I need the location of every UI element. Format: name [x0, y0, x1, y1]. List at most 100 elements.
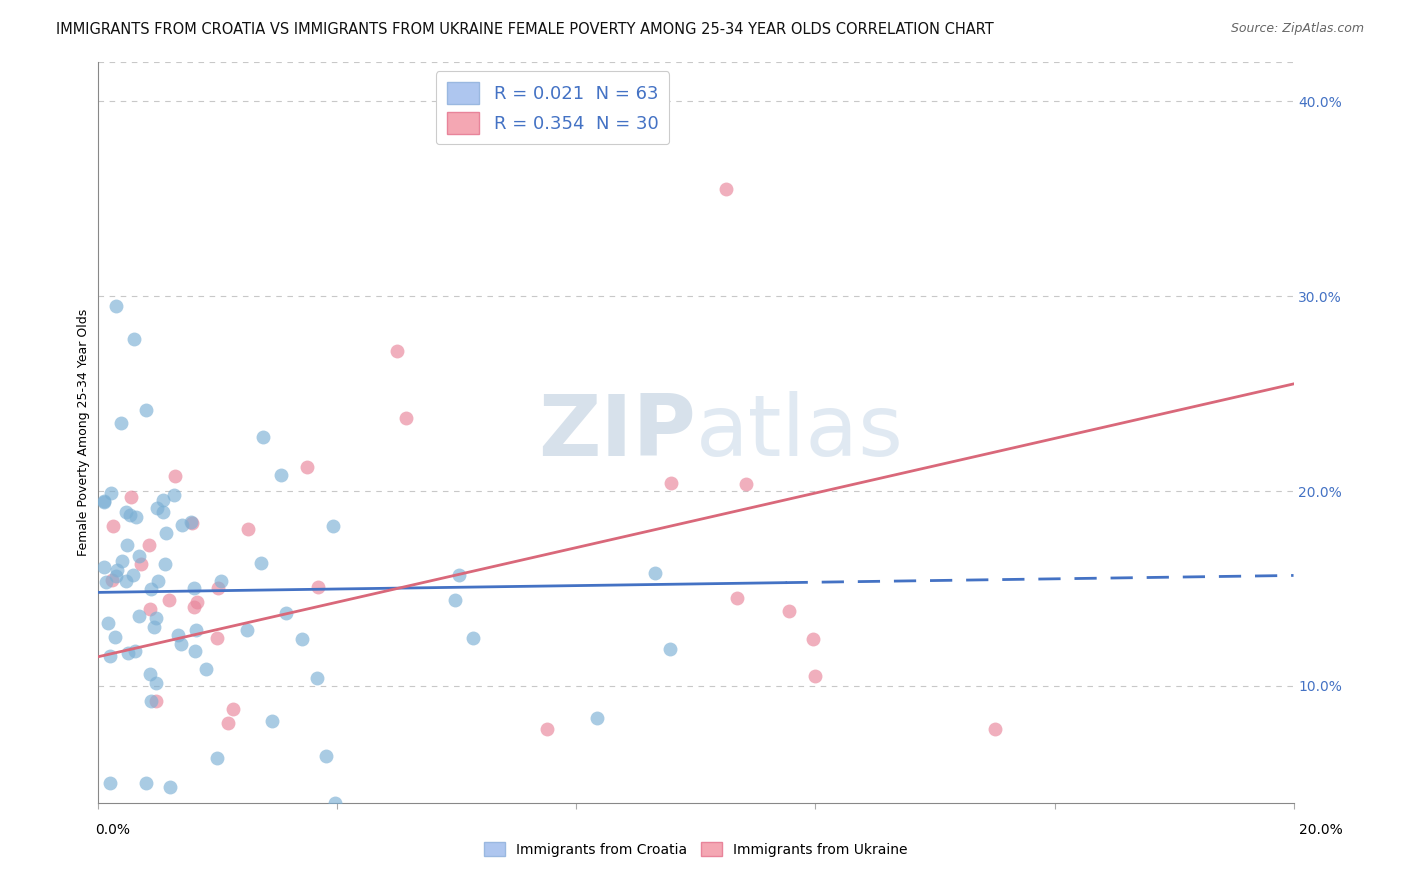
Point [250, 556, 273, 570]
Y-axis label: Female Poverty Among 25-34 Year Olds: Female Poverty Among 25-34 Year Olds [77, 309, 90, 557]
Point [135, 402, 157, 417]
Point [139, 582, 162, 596]
Point [207, 581, 229, 595]
Point [461, 632, 484, 646]
Point [290, 632, 312, 647]
Point [155, 526, 177, 541]
Point [322, 518, 344, 533]
Point [105, 299, 128, 313]
Point [163, 488, 186, 502]
Point [276, 607, 298, 621]
Point [135, 776, 157, 790]
Point [659, 476, 682, 491]
Point [217, 715, 239, 730]
Point [221, 702, 243, 716]
Point [725, 591, 748, 605]
Point [644, 566, 666, 580]
Point [252, 429, 274, 443]
Point [236, 623, 259, 637]
Point [186, 595, 208, 609]
Point [138, 539, 160, 553]
Point [129, 557, 152, 571]
Point [100, 573, 122, 587]
Point [104, 630, 127, 644]
Point [186, 623, 208, 637]
Point [97, 615, 120, 630]
Point [170, 637, 193, 651]
Point [152, 505, 174, 519]
Point [138, 666, 160, 681]
Point [270, 467, 292, 482]
Text: IMMIGRANTS FROM CROATIA VS IMMIGRANTS FROM UKRAINE FEMALE POVERTY AMONG 25-34 YE: IMMIGRANTS FROM CROATIA VS IMMIGRANTS FR… [56, 22, 994, 37]
Point [105, 569, 128, 583]
Point [443, 593, 465, 607]
Point [98, 776, 122, 790]
Point [734, 476, 756, 491]
Point [801, 632, 824, 647]
Point [165, 468, 187, 483]
Point [714, 182, 737, 196]
Point [114, 506, 136, 520]
Point [98, 649, 121, 664]
Point [586, 711, 609, 725]
Point [120, 508, 142, 522]
Point [307, 671, 329, 685]
Point [153, 557, 176, 571]
Point [260, 714, 283, 728]
Point [115, 538, 138, 552]
Point [124, 644, 146, 658]
Point [183, 643, 205, 657]
Point [128, 549, 150, 564]
Point [110, 416, 132, 430]
Point [139, 694, 162, 708]
Point [139, 602, 162, 616]
Text: Source: ZipAtlas.com: Source: ZipAtlas.com [1230, 22, 1364, 36]
Text: ZIP: ZIP [538, 391, 696, 475]
Point [295, 459, 318, 474]
Point [385, 343, 409, 358]
Point [93, 495, 115, 509]
Point [394, 410, 416, 425]
Point [152, 493, 174, 508]
Point [804, 669, 827, 683]
Point [183, 581, 205, 595]
Point [143, 620, 166, 634]
Point [146, 500, 169, 515]
Point [94, 574, 117, 589]
Point [172, 518, 194, 533]
Text: 0.0%: 0.0% [96, 823, 131, 837]
Point [167, 628, 190, 642]
Point [124, 509, 146, 524]
Point [100, 486, 122, 500]
Point [207, 631, 229, 645]
Point [124, 332, 146, 346]
Point [984, 722, 1007, 736]
Point [115, 574, 138, 588]
Legend: Immigrants from Croatia, Immigrants from Ukraine: Immigrants from Croatia, Immigrants from… [478, 837, 914, 863]
Point [145, 611, 167, 625]
Point [146, 574, 169, 589]
Point [157, 593, 180, 607]
Point [159, 780, 181, 795]
Point [105, 562, 128, 576]
Point [122, 567, 145, 582]
Point [307, 580, 329, 594]
Point [205, 751, 228, 765]
Point [120, 490, 142, 504]
Point [93, 559, 115, 574]
Point [128, 609, 150, 624]
Point [778, 604, 800, 618]
Point [145, 693, 167, 707]
Point [180, 516, 202, 530]
Point [658, 641, 681, 656]
Point [447, 568, 470, 582]
Point [101, 518, 124, 533]
Point [93, 493, 115, 508]
Point [181, 516, 204, 530]
Text: atlas: atlas [696, 391, 904, 475]
Point [111, 554, 134, 568]
Point [209, 574, 232, 588]
Point [183, 600, 205, 615]
Point [145, 675, 167, 690]
Point [315, 748, 337, 763]
